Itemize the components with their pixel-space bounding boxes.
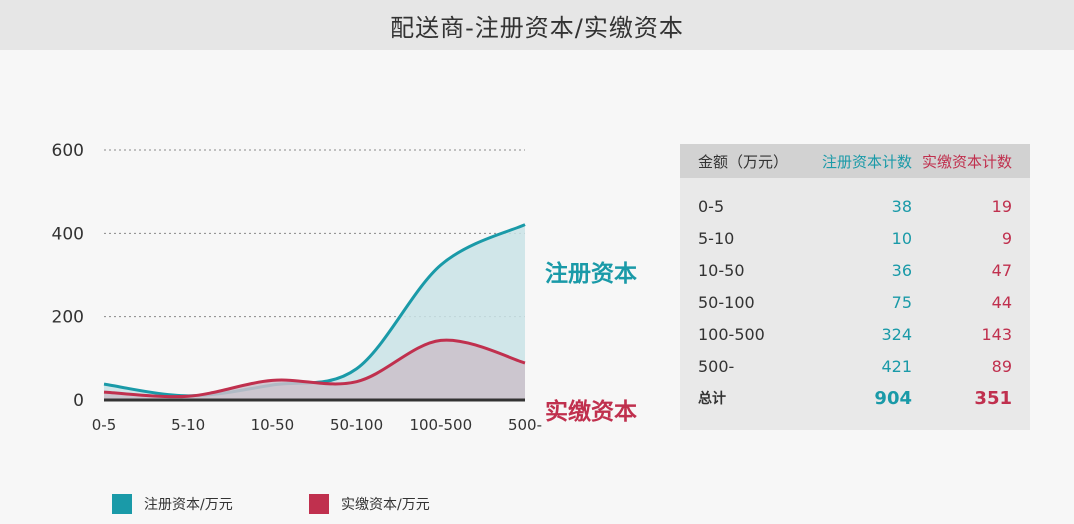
table-row: 10-50 36 47 [680,254,1030,286]
y-tick-label: 400 [52,224,84,244]
total-paid: 351 [974,387,1012,409]
table-header: 金额（万元） 注册资本计数 实缴资本计数 [680,144,1030,178]
header-amount: 金额（万元） [698,152,789,171]
row-registered: 36 [891,260,912,280]
title-bar: 配送商-注册资本/实缴资本 [0,0,1074,50]
row-paid: 47 [991,260,1012,280]
total-label: 总计 [698,391,726,407]
row-range: 10-50 [698,260,745,280]
row-range: 5-10 [698,228,735,248]
table-body: 0-5 38 19 5-10 10 9 10-50 36 47 50-100 7… [680,178,1030,414]
row-range: 0-5 [698,196,725,216]
row-paid: 89 [991,356,1012,376]
x-tick-label: 50-100 [330,416,383,434]
table-row: 100-500 324 143 [680,318,1030,350]
legend-swatch-paid [309,494,329,514]
row-paid: 44 [991,292,1012,312]
row-registered: 10 [891,228,912,248]
table-total-row: 总计 904 351 [680,382,1030,414]
row-registered: 75 [891,292,912,312]
row-paid: 143 [981,324,1012,344]
row-range: 50-100 [698,292,755,312]
table-row: 5-10 10 9 [680,222,1030,254]
x-tick-label: 500- [508,416,542,434]
legend-item-registered: 注册资本/万元 [112,494,233,514]
row-registered: 421 [881,356,912,376]
x-tick-label: 10-50 [251,416,295,434]
table-row: 500- 421 89 [680,350,1030,382]
row-registered: 38 [891,196,912,216]
legend-swatch-registered [112,494,132,514]
row-range: 100-500 [698,324,765,344]
series-label-registered: 注册资本 [545,260,637,287]
row-registered: 324 [881,324,912,344]
x-tick-label: 100-500 [409,416,472,434]
row-range: 500- [698,356,735,376]
header-registered-count: 注册资本计数 [821,152,912,171]
row-paid: 9 [1001,228,1012,248]
row-paid: 19 [991,196,1012,216]
area-paid [104,340,525,400]
legend-label-paid: 实缴资本/万元 [341,497,430,513]
table-row: 50-100 75 44 [680,286,1030,318]
y-tick-label: 0 [73,391,84,411]
legend-item-paid: 实缴资本/万元 [309,494,430,514]
x-tick-label: 0-5 [92,416,117,434]
series-line-paid [103,338,526,399]
chart-title: 配送商-注册资本/实缴资本 [390,13,684,42]
table-row: 0-5 38 19 [680,190,1030,222]
x-tick-label: 5-10 [171,416,205,434]
y-tick-label: 600 [52,141,84,161]
data-table: 金额（万元） 注册资本计数 实缴资本计数 0-5 38 19 5-10 10 9… [680,144,1030,430]
y-tick-label: 200 [52,308,84,328]
total-registered: 904 [874,387,912,409]
header-paid-count: 实缴资本计数 [921,152,1012,171]
legend-label-registered: 注册资本/万元 [144,497,233,513]
series-label-paid: 实缴资本 [545,398,637,425]
